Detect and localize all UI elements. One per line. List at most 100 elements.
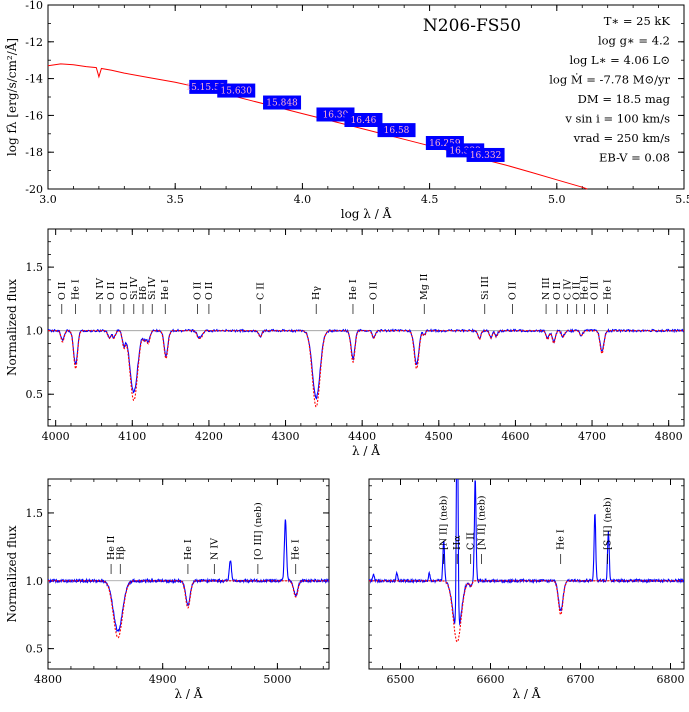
line-id-label: [N II] (neb) (477, 495, 488, 550)
line-id-label: He I (556, 529, 567, 550)
line-id-label: Hβ (115, 546, 126, 560)
line-id-label: Hγ (311, 286, 322, 300)
x-tick-label: 4000 (42, 430, 70, 443)
x-tick-label: 4500 (425, 430, 453, 443)
x-tick-label: 5.0 (548, 193, 566, 206)
photometry-label: 15.630 (221, 87, 253, 97)
sed-panel: 3.0 3.5 4.0 4.5 5.0 5.5 -10 -12 -14 -16 -18 -20 log … (4, 0, 689, 221)
observed-spectrum-line (48, 519, 329, 633)
x-tick-label: 4800 (34, 673, 62, 686)
line-id-label: O II (204, 281, 215, 300)
stellar-parameter: EB-V = 0.08 (599, 151, 670, 165)
line-id-label: O II (119, 281, 130, 300)
plot-frame (47, 478, 330, 670)
stellar-parameter: log L∗ = 4.06 L⊙ (569, 53, 670, 67)
y-tick-label: -16 (25, 109, 43, 122)
x-tick-label: 5000 (263, 673, 291, 686)
x-tick-label: 4400 (348, 430, 376, 443)
x-tick-label: 4700 (578, 430, 606, 443)
line-id-label: C II (466, 532, 477, 550)
photometry-label: 15.15.529 (185, 83, 231, 93)
line-id-label: [N II] (neb) (439, 495, 450, 550)
line-id-label: He I (183, 539, 194, 560)
x-tick-label: 4100 (118, 430, 146, 443)
line-id-label: C IV (563, 279, 574, 300)
photometry-label: 16.332 (449, 146, 481, 156)
line-id-label: O II (369, 281, 380, 300)
photometry-box (217, 83, 256, 98)
y-tick-label: 1.0 (26, 325, 44, 338)
stellar-parameter: v sin i = 100 km/s (564, 112, 670, 126)
stellar-parameter: T∗ = 25 kK (604, 14, 671, 28)
x-axis-label: λ / Å (175, 686, 203, 701)
line-id-label: [S II] (neb) (603, 497, 614, 550)
photometry-label: 16.58 (384, 126, 410, 136)
plot-frame (368, 478, 685, 670)
line-id-label: O II (507, 281, 518, 300)
y-tick-label: 1.5 (26, 507, 44, 520)
x-axis-label: λ / Å (513, 686, 541, 701)
sed-model-line (47, 63, 588, 190)
y-axis-label: Normalized flux (5, 525, 19, 622)
photometry-box (377, 123, 416, 138)
y-axis-label: log fλ [erg/s/cm²/Å] (4, 38, 19, 156)
x-tick-label: 3.0 (39, 193, 57, 206)
stellar-parameter: log Ṁ = -7.78 M⊙/yr (549, 73, 670, 87)
line-id-label: Si IV (129, 277, 140, 300)
x-tick-label: 4600 (501, 430, 529, 443)
x-tick-label: 6800 (657, 673, 685, 686)
line-id-label: O II (552, 281, 563, 300)
line-id-label: He I (602, 279, 613, 300)
line-id-label: O II (57, 281, 68, 300)
y-tick-label: 1.5 (26, 261, 44, 274)
x-tick-label: 5.5 (675, 193, 689, 206)
line-id-label: He I (348, 279, 359, 300)
line-id-label: N IV (95, 278, 106, 300)
photometry-label: 16.46 (351, 116, 377, 126)
line-id-label: O II (589, 281, 600, 300)
blue-spectrum-panel: 4000 4100 4200 4300 4400 4500 4600 4700 4800 0.5 1… (5, 228, 685, 458)
stellar-parameter: DM = 18.5 mag (578, 92, 671, 106)
photometry-box (344, 113, 383, 127)
line-id-label: Si IV (147, 277, 158, 300)
x-tick-label: 3.5 (166, 193, 184, 206)
photometry-label: 15.848 (266, 99, 298, 109)
line-id-label: Mg II (419, 273, 430, 300)
sed-title: N206-FS50 (423, 16, 521, 36)
y-tick-label: 0.5 (26, 643, 44, 656)
y-tick-label: 1.0 (26, 575, 44, 588)
observed-spectrum-line (369, 479, 684, 626)
y-tick-label: -10 (25, 0, 43, 12)
line-id-label: N IV (209, 538, 220, 560)
y-tick-label: -20 (25, 183, 43, 196)
line-id-label: He II (106, 535, 117, 560)
line-id-label: [O III] (neb) (253, 502, 264, 560)
y-tick-label: 0.5 (26, 388, 44, 401)
photometry-box (466, 147, 505, 162)
photometry-label: 16.259 (429, 139, 461, 149)
photometry-box (263, 95, 302, 110)
line-id-label: He I (291, 539, 302, 560)
photometry-label: 16.39 (323, 110, 349, 120)
line-id-label: O II (572, 281, 583, 300)
line-id-label: O II (192, 281, 203, 300)
x-tick-label: 6500 (387, 673, 415, 686)
model-spectrum-line (369, 580, 684, 643)
y-tick-label: -14 (25, 73, 43, 86)
line-id-label: Si III (480, 276, 491, 300)
line-id-label: C II (255, 282, 266, 300)
hbeta-region-panel: 4800 4900 5000 0.5 1.0 1.5 λ / Å Normalized flu… (5, 478, 330, 701)
line-id-label: He II (579, 275, 590, 300)
y-tick-label: -12 (25, 36, 43, 49)
line-id-label: Hα (452, 535, 463, 550)
line-id-label: He I (71, 279, 82, 300)
x-tick-label: 4900 (149, 673, 177, 686)
x-tick-label: 4.0 (294, 193, 312, 206)
x-tick-label: 4300 (272, 430, 300, 443)
stellar-parameter: vrad = 250 km/s (573, 131, 671, 145)
line-id-label: N III (541, 277, 552, 300)
x-axis-label: λ / Å (352, 443, 380, 458)
x-axis-label: log λ / Å (341, 206, 392, 221)
